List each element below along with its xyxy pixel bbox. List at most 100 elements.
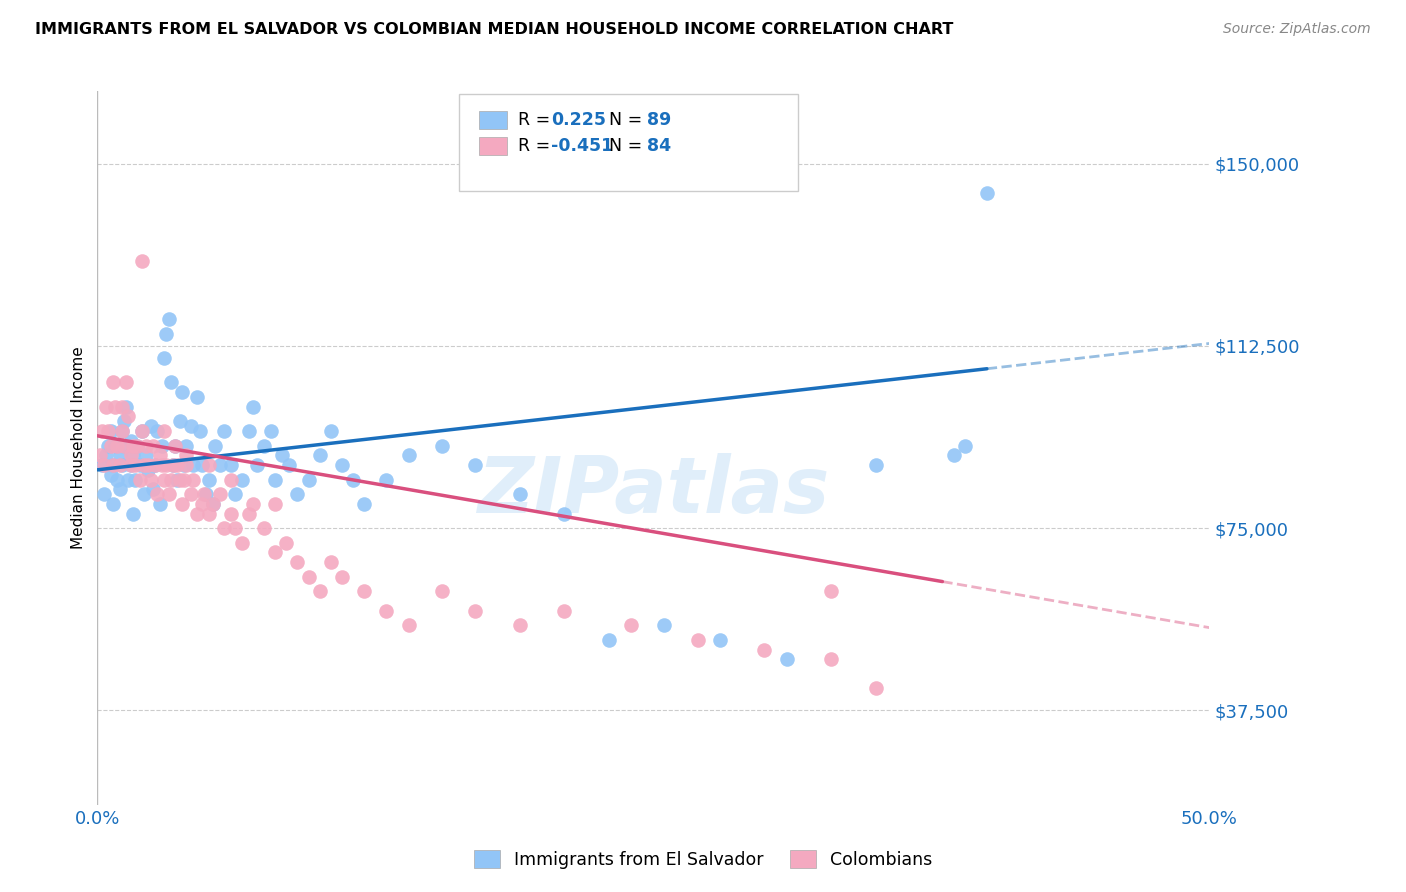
Point — [287, 555, 309, 569]
Point — [142, 482, 165, 496]
Point — [128, 458, 150, 472]
Point — [186, 390, 208, 404]
Point — [93, 487, 115, 501]
Point — [776, 652, 799, 666]
Point — [153, 473, 176, 487]
FancyBboxPatch shape — [458, 95, 797, 191]
Point — [124, 473, 146, 487]
Point — [319, 424, 342, 438]
Point — [101, 458, 124, 472]
Point — [90, 424, 112, 438]
Point — [150, 438, 173, 452]
Point — [976, 186, 998, 200]
Point — [464, 458, 486, 472]
Point — [553, 604, 575, 618]
Point — [169, 414, 191, 428]
Point — [654, 618, 676, 632]
Point — [143, 458, 166, 472]
Point — [297, 473, 319, 487]
Point — [101, 458, 124, 472]
Point — [197, 458, 219, 472]
Point — [308, 584, 330, 599]
Point — [319, 555, 342, 569]
Point — [201, 497, 224, 511]
Point — [170, 385, 193, 400]
Point — [375, 473, 398, 487]
Point — [165, 438, 187, 452]
Point — [146, 424, 169, 438]
Point — [100, 438, 122, 452]
Point — [754, 642, 776, 657]
Point — [219, 473, 242, 487]
Text: R =: R = — [517, 111, 555, 128]
Point — [112, 438, 135, 452]
Text: ZIPatlas: ZIPatlas — [477, 453, 830, 529]
Point — [169, 473, 191, 487]
Point — [212, 521, 235, 535]
Point — [101, 497, 124, 511]
Point — [100, 467, 122, 482]
Point — [170, 497, 193, 511]
Point — [231, 535, 253, 549]
Point — [127, 438, 149, 452]
Point — [122, 507, 145, 521]
Point — [224, 487, 246, 501]
Point — [264, 545, 287, 559]
Text: R =: R = — [517, 137, 555, 155]
Point — [132, 458, 155, 472]
Point — [111, 424, 134, 438]
Point — [219, 507, 242, 521]
Point — [111, 458, 134, 472]
Bar — [478, 111, 506, 128]
Point — [193, 487, 215, 501]
Point — [238, 424, 260, 438]
Point — [157, 312, 180, 326]
Point — [197, 507, 219, 521]
Point — [264, 497, 287, 511]
Point — [201, 497, 224, 511]
Point — [165, 438, 187, 452]
Point — [598, 632, 620, 647]
Point — [430, 584, 453, 599]
Point — [149, 448, 172, 462]
Point — [330, 458, 353, 472]
Point — [865, 458, 887, 472]
Point — [122, 448, 145, 462]
Point — [186, 507, 208, 521]
Point — [159, 473, 181, 487]
Point — [253, 521, 276, 535]
Point — [287, 487, 309, 501]
Point — [173, 458, 195, 472]
Point — [122, 438, 145, 452]
Point — [162, 458, 184, 472]
Point — [90, 458, 112, 472]
Point — [139, 419, 162, 434]
Point — [112, 414, 135, 428]
Point — [96, 448, 118, 462]
Point — [865, 681, 887, 696]
Point — [111, 400, 134, 414]
Point — [120, 448, 142, 462]
Point — [820, 652, 842, 666]
Point — [553, 507, 575, 521]
Point — [191, 497, 214, 511]
Point — [120, 458, 142, 472]
Point — [115, 400, 138, 414]
Point — [131, 424, 153, 438]
Point — [181, 458, 204, 472]
Point — [135, 448, 157, 462]
Point — [150, 458, 173, 472]
Point — [166, 458, 188, 472]
Point — [353, 497, 375, 511]
Point — [120, 458, 142, 472]
Point — [120, 434, 142, 448]
Point — [108, 458, 131, 472]
Text: Source: ZipAtlas.com: Source: ZipAtlas.com — [1223, 22, 1371, 37]
Point — [112, 438, 135, 452]
Point — [204, 438, 226, 452]
Bar — [478, 137, 506, 155]
Point — [104, 438, 127, 452]
Point — [253, 438, 276, 452]
Point — [176, 438, 198, 452]
Point — [111, 424, 134, 438]
